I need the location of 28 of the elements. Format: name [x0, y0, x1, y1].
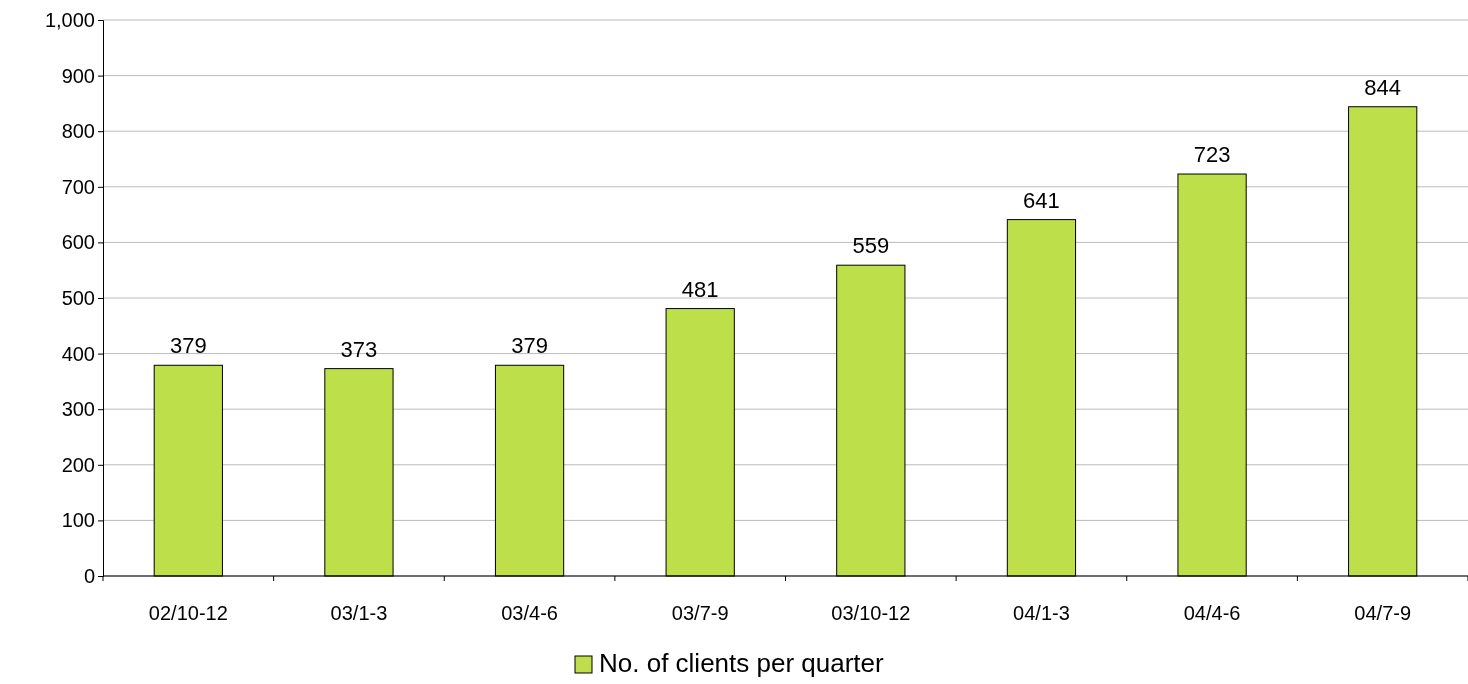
y-tick-label: 700: [61, 175, 95, 198]
x-tick-label: 03/4-6: [501, 602, 558, 624]
x-tick-label: 03/1-3: [330, 602, 388, 624]
data-label: 379: [169, 333, 207, 359]
data-label: 373: [340, 336, 378, 362]
x-tick-label: 03/10-12: [831, 602, 911, 624]
y-tick-label: 400: [61, 342, 95, 365]
data-label: 723: [1193, 142, 1231, 168]
y-tick-label: 500: [61, 286, 95, 309]
x-tick-label: 04/4-6: [1183, 602, 1241, 624]
data-label: 379: [511, 333, 548, 359]
y-tick-label: 800: [61, 120, 95, 143]
data-label: 481: [681, 276, 719, 302]
legend-label: No. of clients per quarter: [599, 648, 885, 678]
y-tick-label: 200: [61, 453, 95, 476]
y-tick-label: 1,000: [44, 8, 95, 31]
x-tick-label: 04/7-9: [1354, 602, 1412, 624]
y-tick-label: 0: [83, 564, 95, 587]
x-tick-label: 02/10-12: [148, 602, 228, 624]
y-tick-label: 100: [61, 509, 95, 532]
data-label: 844: [1364, 74, 1402, 100]
y-tick-label: 300: [61, 398, 95, 421]
x-tick-label: 04/1-3: [1013, 602, 1070, 624]
data-label: 641: [1023, 187, 1060, 213]
x-tick-label: 03/7-9: [671, 602, 729, 624]
data-label: 559: [852, 233, 890, 259]
y-tick-label: 600: [61, 231, 95, 254]
y-tick-label: 900: [61, 64, 95, 87]
